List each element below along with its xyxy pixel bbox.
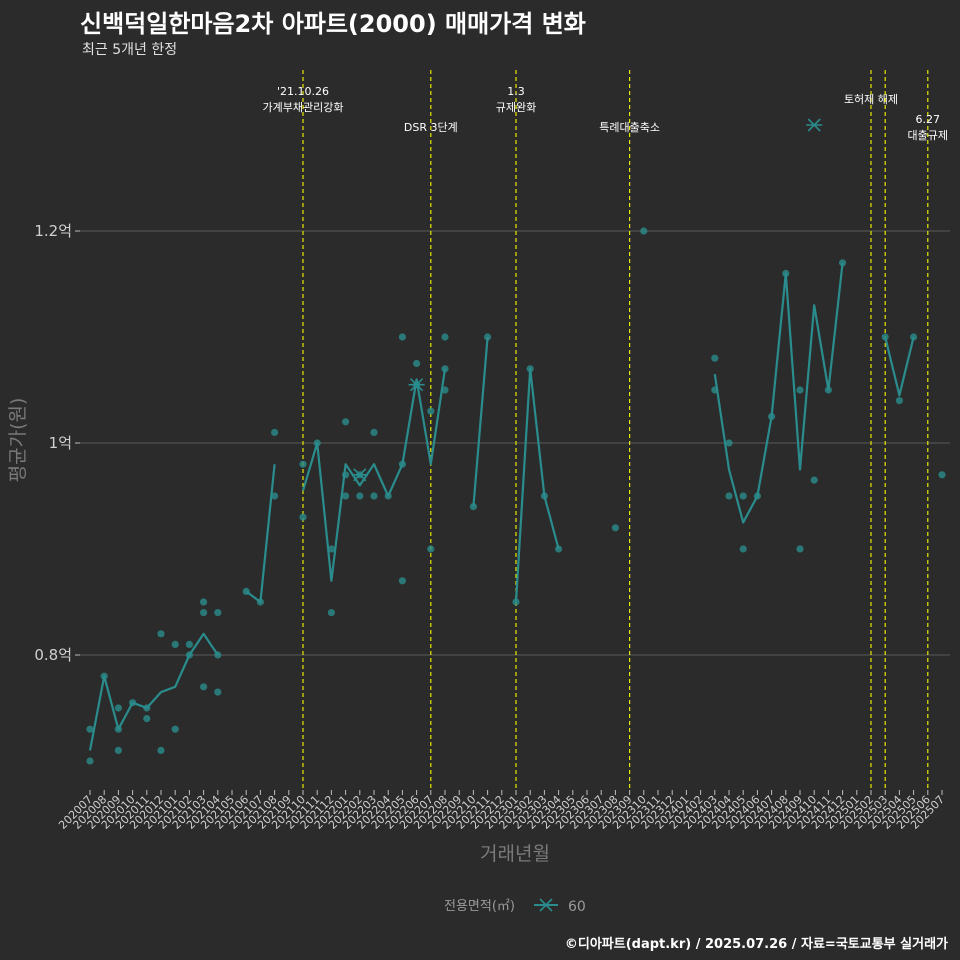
- event-label: 6.27: [916, 113, 941, 126]
- series-line: [245, 464, 276, 604]
- scatter-point: [427, 407, 435, 415]
- scatter-point: [370, 492, 378, 500]
- scatter-point: [271, 428, 279, 436]
- event-label: 1.3: [507, 85, 525, 98]
- scatter-point: [185, 640, 193, 649]
- scatter-point: [611, 524, 620, 532]
- scatter-point: [725, 492, 733, 500]
- event-label: 대출규제: [908, 129, 948, 142]
- legend-label: 60: [568, 899, 586, 915]
- series-line: [713, 262, 844, 524]
- scatter-point: [356, 492, 364, 500]
- source-credit: ©디아파트(dapt.kr) / 2025.07.26 / 자료=국토교통부 실…: [564, 937, 948, 952]
- scatter-point: [171, 640, 179, 649]
- scatter-point: [299, 513, 307, 521]
- scatter-point: [200, 598, 208, 606]
- scatter-point: [796, 386, 804, 394]
- scatter-point: [299, 460, 307, 468]
- scatter-point: [711, 354, 719, 362]
- series-line: [514, 367, 560, 603]
- scatter-point: [114, 704, 122, 712]
- event-label: '21.10.26: [277, 85, 329, 98]
- scatter-point: [398, 333, 406, 341]
- legend-marker-swatch: [539, 898, 553, 912]
- scatter-point: [200, 609, 208, 617]
- scatter-point: [171, 725, 179, 733]
- scatter-point: [398, 577, 406, 585]
- scatter-point: [214, 609, 222, 617]
- scatter-point: [725, 439, 733, 447]
- scatter-point: [114, 746, 122, 755]
- event-label: 특례대출축소: [599, 121, 660, 134]
- scatter-point: [157, 746, 165, 755]
- scatter-point: [895, 397, 904, 405]
- event-label: 토허제 해제: [844, 92, 898, 106]
- series-line: [884, 336, 915, 397]
- scatter-point: [796, 545, 804, 553]
- chart-subtitle: 최근 5개년 한정: [82, 42, 178, 58]
- scatter-point: [739, 492, 747, 500]
- event-label: 규제완화: [496, 101, 536, 114]
- scatter-point: [327, 609, 335, 617]
- scatter-point: [143, 715, 151, 723]
- series-line: [301, 368, 447, 582]
- scatter-point: [200, 683, 208, 691]
- event-label: 가계부채관리강화: [263, 101, 344, 114]
- special-marker: [351, 468, 368, 482]
- scatter-point: [640, 227, 648, 235]
- y-tick-label: 1억: [49, 434, 72, 452]
- scatter-point: [810, 476, 818, 484]
- chart-title: 신백덕일한마음2차 아파트(2000) 매매가격 변화: [80, 10, 586, 38]
- scatter-point: [441, 333, 449, 341]
- scatter-point: [413, 359, 421, 368]
- scatter-point: [342, 492, 350, 500]
- scatter-point: [342, 418, 350, 426]
- y-tick-label: 0.8억: [34, 646, 72, 664]
- scatter-point: [427, 545, 435, 553]
- y-axis-title: 평균가(원): [7, 398, 29, 483]
- special-marker: [806, 118, 823, 132]
- series-line: [472, 336, 489, 507]
- scatter-point: [86, 757, 94, 765]
- event-label: DSR 3단계: [404, 121, 458, 134]
- scatter-point: [938, 471, 946, 479]
- special-marker: [408, 378, 425, 392]
- scatter-point: [327, 545, 335, 553]
- series-line: [88, 632, 219, 751]
- x-axis-title: 거래년월: [480, 843, 550, 865]
- scatter-point: [739, 545, 747, 553]
- scatter-point: [157, 630, 165, 638]
- scatter-point: [271, 492, 279, 500]
- scatter-point: [370, 428, 378, 436]
- scatter-point: [86, 725, 94, 733]
- scatter-point: [214, 688, 222, 696]
- y-tick-label: 1.2억: [34, 222, 72, 240]
- legend-title: 전용면적(㎡): [444, 899, 515, 914]
